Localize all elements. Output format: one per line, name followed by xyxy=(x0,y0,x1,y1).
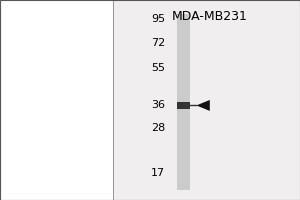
Polygon shape xyxy=(196,100,210,111)
Text: 17: 17 xyxy=(151,168,165,178)
Text: 72: 72 xyxy=(151,38,165,48)
Bar xyxy=(177,14,190,190)
Bar xyxy=(177,102,190,109)
Text: 36: 36 xyxy=(151,100,165,110)
Text: MDA-MB231: MDA-MB231 xyxy=(172,10,248,23)
Text: 55: 55 xyxy=(151,63,165,73)
Text: 95: 95 xyxy=(151,14,165,24)
Bar xyxy=(0,0,112,200)
Text: 28: 28 xyxy=(151,123,165,133)
